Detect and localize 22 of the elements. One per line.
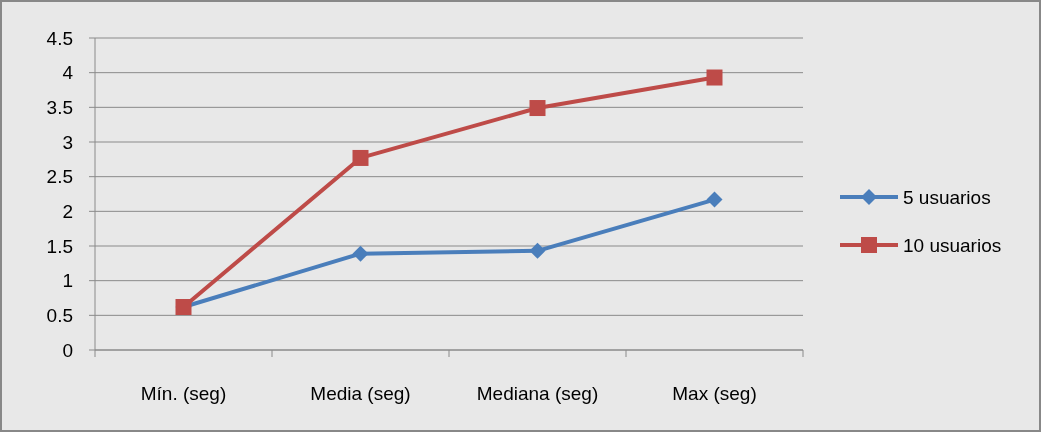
point bbox=[706, 69, 723, 86]
y-tick-label: 2.5 bbox=[46, 166, 73, 188]
y-tick-label: 0.5 bbox=[46, 304, 73, 326]
point bbox=[706, 191, 723, 208]
point bbox=[352, 245, 369, 262]
y-tick-label: 4 bbox=[62, 62, 74, 84]
legend-label: 5 usuarios bbox=[903, 186, 991, 208]
x-tick-label: Media (seg) bbox=[310, 383, 411, 404]
y-tick-label: 3.5 bbox=[46, 96, 73, 118]
y-tick-label: 1 bbox=[62, 270, 73, 292]
y-tick-label: 0 bbox=[62, 339, 73, 361]
y-tick-label: 1.5 bbox=[46, 235, 73, 257]
point bbox=[529, 100, 546, 117]
point bbox=[529, 242, 546, 259]
point bbox=[352, 149, 369, 166]
x-tick-label: Mín. (seg) bbox=[140, 383, 227, 404]
y-tick-label: 2 bbox=[62, 200, 73, 222]
x-tick-label: Max (seg) bbox=[672, 383, 757, 404]
y-tick-label: 3 bbox=[62, 131, 73, 153]
x-tick-label: Mediana (seg) bbox=[476, 383, 599, 404]
y-tick-label: 4.5 bbox=[46, 27, 73, 49]
legend-label: 10 usuarios bbox=[903, 234, 1002, 256]
